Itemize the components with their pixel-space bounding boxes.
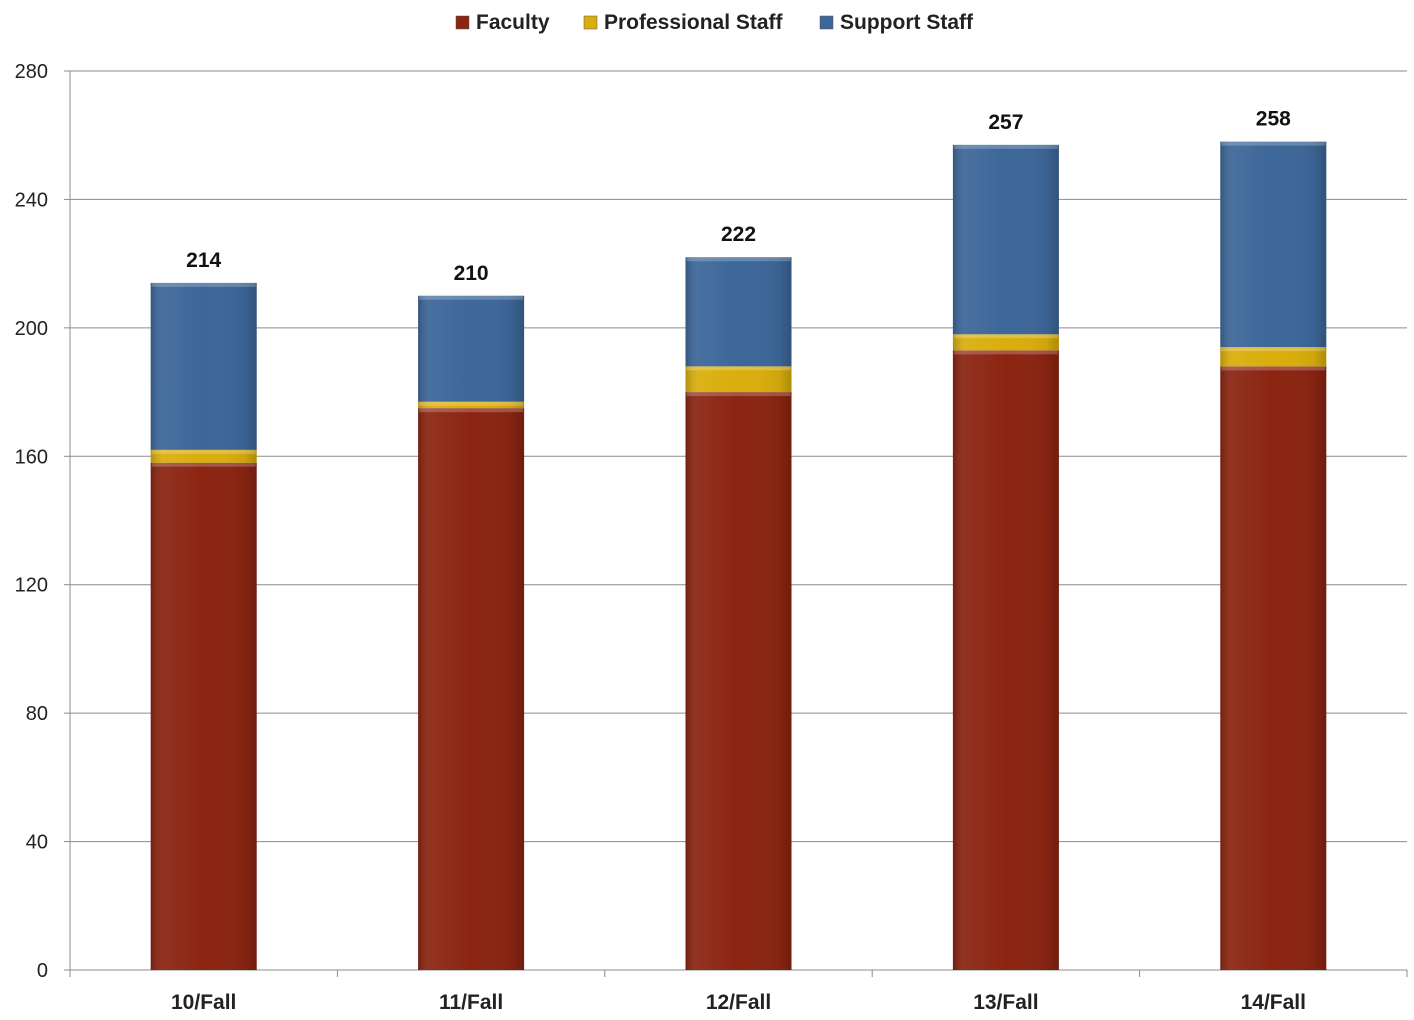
bar-segment-bevel [1221, 366, 1326, 371]
legend: Faculty Professional Staff Support Staff [455, 11, 974, 34]
legend-label-professional-staff: Professional Staff [604, 11, 784, 34]
bar-segment-shading [1220, 366, 1327, 970]
bar-segment-shading [418, 408, 525, 970]
bar-segment-shading [418, 295, 525, 402]
bars [150, 141, 1327, 971]
bar-segment-shading [685, 257, 792, 367]
legend-swatch-faculty [455, 15, 470, 30]
bar-segment-bevel [953, 144, 1058, 149]
bar-segment-bevel [1221, 141, 1326, 146]
bar-segment-shading [685, 392, 792, 971]
bar-segment-shading [1220, 141, 1327, 348]
y-tick-label: 80 [26, 703, 48, 725]
y-tick-label: 280 [15, 61, 48, 83]
bar-segment-bevel [151, 449, 256, 454]
y-tick-label: 160 [15, 446, 48, 468]
bar-total-label: 258 [1256, 108, 1291, 131]
bar-segment-shading [150, 462, 257, 970]
bar-total-label: 222 [721, 223, 756, 246]
bar-segment-shading [952, 144, 1059, 335]
bar-segment-bevel [686, 392, 791, 397]
bar-segment-bevel [151, 462, 256, 467]
bar-segment-bevel [419, 401, 524, 406]
legend-label-faculty: Faculty [476, 11, 550, 34]
x-category-label: 10/Fall [171, 991, 236, 1014]
bar-segment-bevel [686, 366, 791, 371]
x-category-label: 12/Fall [706, 991, 771, 1014]
bar-segment-bevel [419, 408, 524, 413]
bar-segment-bevel [953, 350, 1058, 355]
bar-segment-shading [418, 401, 525, 409]
bar-segment-bevel [151, 282, 256, 287]
bar-segment-bevel [419, 295, 524, 300]
y-tick-label: 200 [15, 318, 48, 340]
bar-segment-shading [685, 366, 792, 393]
x-category-label: 13/Fall [973, 991, 1038, 1014]
y-tick-label: 240 [15, 189, 48, 211]
bar-segment-bevel [686, 257, 791, 262]
legend-label-support-staff: Support Staff [840, 11, 974, 34]
bar-segment-bevel [953, 334, 1058, 339]
bar-total-label: 210 [454, 262, 489, 285]
bar-segment-shading [1220, 347, 1327, 367]
bar-segment-shading [150, 449, 257, 463]
bar-segment-shading [952, 350, 1059, 970]
bar-total-label: 257 [988, 111, 1023, 134]
x-category-label: 14/Fall [1241, 991, 1306, 1014]
bar-segment-shading [150, 282, 257, 450]
y-tick-label: 40 [26, 832, 48, 854]
bar-segment-bevel [1221, 347, 1326, 352]
legend-swatch-professional-staff [583, 15, 598, 30]
y-tick-label: 0 [37, 960, 48, 982]
x-category-label: 11/Fall [439, 991, 503, 1014]
bar-segment-shading [952, 334, 1059, 351]
data-labels: 10/Fall 214 11/Fall 210 12/Fall 222 13/Fall 257… [171, 108, 1306, 1014]
y-tick-label: 120 [15, 575, 48, 597]
legend-swatch-support-staff [819, 15, 834, 30]
bar-total-label: 214 [186, 249, 221, 272]
